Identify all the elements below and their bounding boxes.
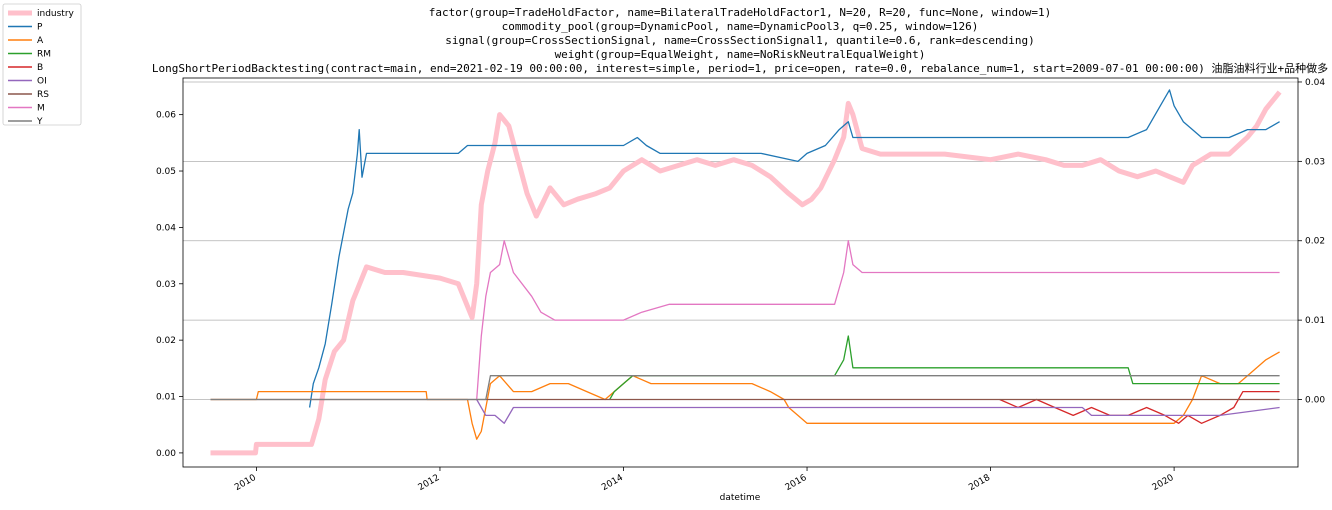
title-line-3: signal(group=CrossSectionSignal, name=Cr… [445, 34, 1034, 47]
x-axis-label: datetime [720, 493, 761, 503]
series-line-oi [476, 399, 1280, 424]
legend-label-rm: RM [37, 50, 51, 60]
title-line-4: weight(group=EqualWeight, name=NoRiskNeu… [555, 48, 926, 61]
y-left-tick-label-5: 0.05 [156, 167, 176, 177]
x-tick-label-3: 2016 [784, 473, 809, 493]
legend-label-a: A [37, 36, 44, 46]
x-tick-label-1: 2012 [417, 473, 442, 493]
series-line-b [999, 390, 1280, 424]
legend-label-p: P [37, 23, 43, 33]
legend-label-oi: OI [37, 77, 47, 87]
series-line-m [476, 240, 1280, 400]
y-right-tick-label-4: 0.04 [1305, 78, 1325, 88]
x-tick-label-0: 2010 [233, 473, 258, 493]
y-right-tick-label-3: 0.03 [1305, 157, 1325, 167]
series-line-rm [609, 335, 1280, 400]
series-line-a [210, 351, 1280, 440]
y-left-tick-label-1: 0.01 [156, 393, 176, 403]
y-left-tick-label-3: 0.03 [156, 280, 176, 290]
y-right-tick-label-1: 0.01 [1305, 316, 1325, 326]
series-line-p [308, 89, 1280, 408]
legend-label-m: M [37, 104, 45, 114]
y-left-tick-label-2: 0.02 [156, 336, 176, 346]
x-tick-label-2: 2014 [600, 473, 625, 493]
legend: industry PA RM B OI RS MY [2, 3, 82, 127]
title-line-1: factor(group=TradeHoldFactor, name=Bilat… [429, 6, 1052, 19]
y-left-tick-label-4: 0.04 [156, 223, 176, 233]
legend-label-b: B [37, 63, 43, 73]
plot-frame [182, 77, 1299, 468]
legend-label-industry: industry [37, 9, 75, 19]
series-line-y [210, 375, 1280, 401]
series-line-industry [210, 90, 1282, 456]
legend-label-rs: RS [37, 90, 49, 100]
chart-title: factor(group=TradeHoldFactor, name=Bilat… [152, 6, 1328, 75]
title-line-2: commodity_pool(group=DynamicPool, name=D… [502, 20, 979, 33]
title-line-5: LongShortPeriodBacktesting(contract=main… [152, 61, 1328, 75]
y-left-tick-label-0: 0.00 [156, 449, 176, 459]
x-tick-label-5: 2020 [1151, 473, 1176, 493]
y-right-tick-label-0: 0.00 [1305, 396, 1325, 406]
plot-area: 0.00 0.01 0.02 0.03 0.04 0.05 0.06 0.00 0.01 0.02… [156, 77, 1325, 493]
legend-label-y: Y [36, 117, 43, 127]
y-right-tick-label-2: 0.02 [1305, 237, 1325, 247]
y-left-tick-label-6: 0.06 [156, 111, 176, 121]
x-tick-label-4: 2018 [967, 473, 992, 493]
